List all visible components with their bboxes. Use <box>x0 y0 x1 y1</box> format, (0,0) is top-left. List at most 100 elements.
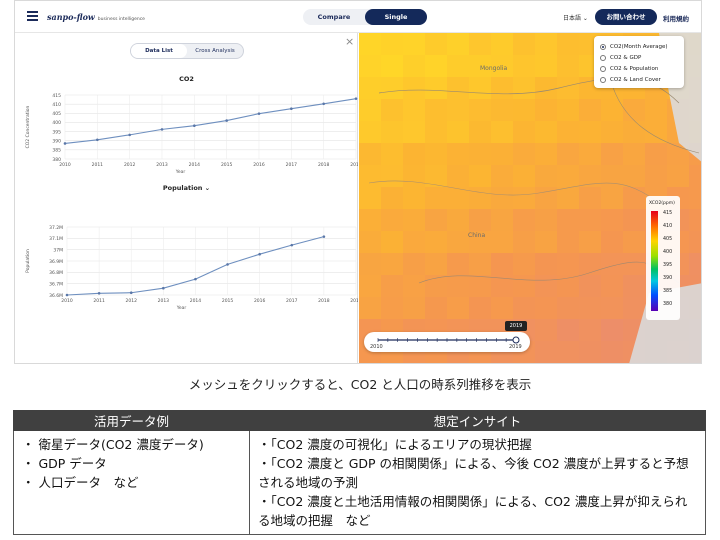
mesh-cell <box>601 341 624 363</box>
data-point <box>290 243 294 247</box>
mesh-cell <box>535 165 558 188</box>
terms-link[interactable]: 利用規約 <box>663 15 689 23</box>
mesh-cell <box>359 253 382 276</box>
data-point <box>97 292 101 295</box>
mesh-cell <box>469 187 492 210</box>
data-point <box>322 102 325 106</box>
mesh-cell <box>359 99 382 122</box>
mesh-cell <box>579 143 602 166</box>
mesh-cell <box>623 187 646 210</box>
radio-icon[interactable] <box>600 54 606 61</box>
mesh-cell <box>601 231 624 254</box>
mesh-cell <box>623 253 646 276</box>
x-tick-label: 2017 <box>286 162 298 168</box>
co2-mesh-map[interactable] <box>359 33 702 364</box>
mesh-cell <box>403 55 426 78</box>
y-tick-label: 36.9M <box>49 259 63 265</box>
mesh-cell <box>469 165 492 188</box>
mesh-cell <box>381 275 404 298</box>
mesh-cell <box>579 253 602 276</box>
mesh-cell <box>623 297 646 320</box>
timeline-track[interactable] <box>364 332 530 352</box>
x-tick-label: 2016 <box>254 298 266 304</box>
scale-title: XCO2(ppm) <box>649 201 675 206</box>
app-window: sanpo-flow business intelligence Compare… <box>14 0 702 364</box>
mesh-cell <box>469 77 492 100</box>
mesh-cell <box>557 253 580 276</box>
layer-option-co2-population[interactable]: CO2 & Population <box>600 63 678 74</box>
data-point <box>128 133 131 137</box>
border-line <box>608 72 700 154</box>
radio-icon[interactable] <box>600 65 606 72</box>
app-logo[interactable]: sanpo-flow business intelligence <box>47 12 145 22</box>
x-axis-label: Year <box>175 169 186 175</box>
mesh-cell <box>403 33 426 56</box>
mesh-cell <box>425 55 448 78</box>
mesh-cell <box>359 165 382 188</box>
mesh-cell <box>557 143 580 166</box>
mesh-cell <box>381 253 404 276</box>
tab-cross-analysis[interactable]: Cross Analysis <box>195 48 235 54</box>
timeline-handle[interactable] <box>512 336 520 344</box>
mesh-cell <box>557 55 580 78</box>
layer-option-co2-month-average[interactable]: CO2(Month Average) <box>600 41 678 52</box>
series-line <box>64 98 357 145</box>
mesh-cell <box>447 99 470 122</box>
mesh-cell <box>491 363 514 364</box>
scale-label: 385 <box>663 289 673 294</box>
mesh-cell <box>425 363 448 364</box>
mesh-cell <box>403 187 426 210</box>
mesh-cell <box>381 99 404 122</box>
radio-selected-icon[interactable] <box>600 43 606 50</box>
mesh-cell <box>623 165 646 188</box>
x-tick-label: 2015 <box>222 298 234 304</box>
population-chart: 36.6M 36.7M 36.8M 36.9M 37M 37.1M 37.2M 2010 201… <box>25 225 358 311</box>
x-tick-label: 2013 <box>156 162 168 168</box>
mesh-cell <box>513 253 536 276</box>
layer-option-co2-gdp[interactable]: CO2 & GDP <box>600 52 678 63</box>
mesh-cell <box>535 55 558 78</box>
map-label-china: China <box>468 232 486 239</box>
x-tick-label: 2013 <box>158 298 170 304</box>
y-tick-label: 390 <box>52 139 61 145</box>
y-tick-label: 395 <box>52 129 61 135</box>
layer-option-co2-land-cover[interactable]: CO2 & Land Cover <box>600 74 678 85</box>
hamburger-menu-icon[interactable] <box>27 11 38 21</box>
x-axis-label: Year <box>176 305 187 311</box>
x-tick-label: 2012 <box>124 162 136 168</box>
timeline-slider[interactable]: 2010 2019 <box>364 332 530 352</box>
radio-icon[interactable] <box>600 76 606 83</box>
map-canvas[interactable] <box>359 33 702 364</box>
mesh-cell <box>557 319 580 342</box>
mesh-cell <box>557 77 580 100</box>
population-chart-title[interactable]: Population ⌄ <box>162 184 211 192</box>
border-line <box>368 180 660 204</box>
mesh-cell <box>579 341 602 363</box>
y-tick-label: 36.7M <box>49 281 63 287</box>
tab-data-list[interactable]: Data List <box>131 44 187 58</box>
mesh-cell <box>469 231 492 254</box>
mesh-cell <box>381 297 404 320</box>
mesh-cell <box>557 33 580 56</box>
mesh-cell <box>557 121 580 144</box>
mesh-cell <box>491 187 514 210</box>
language-selector[interactable]: 日本語 ⌄ <box>563 15 588 22</box>
mesh-cell <box>425 187 448 210</box>
mesh-cell <box>579 187 602 210</box>
mesh-cell <box>513 209 536 232</box>
mesh-cell <box>491 209 514 232</box>
contact-button[interactable]: お問い合わせ <box>595 9 657 25</box>
mode-compare-button[interactable]: Compare <box>317 13 351 21</box>
y-tick-label: 385 <box>52 148 61 154</box>
data-tabs: Data List Cross Analysis <box>130 43 244 59</box>
layer-label: CO2 & Land Cover <box>610 76 661 83</box>
mesh-cell <box>491 297 514 320</box>
scale-gradient-bar <box>651 211 658 311</box>
mesh-cell <box>535 319 558 342</box>
data-point <box>193 124 196 128</box>
mesh-cell <box>513 297 536 320</box>
mesh-cell <box>403 231 426 254</box>
close-icon[interactable]: × <box>345 35 355 48</box>
mode-single-button[interactable]: Single <box>365 9 427 25</box>
x-tick-label: 2015 <box>221 162 233 168</box>
